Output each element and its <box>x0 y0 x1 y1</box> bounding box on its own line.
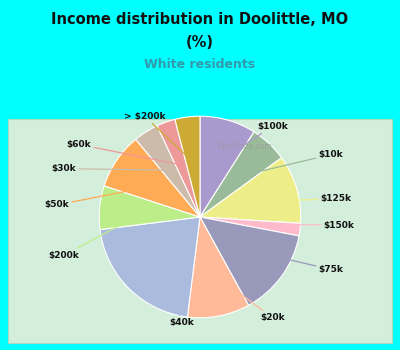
Text: City-Data.com: City-Data.com <box>218 142 273 151</box>
Text: $125k: $125k <box>256 194 352 203</box>
Wedge shape <box>99 186 200 230</box>
Wedge shape <box>187 217 248 318</box>
Text: $20k: $20k <box>213 273 285 322</box>
Wedge shape <box>200 217 301 236</box>
Text: $100k: $100k <box>218 122 288 162</box>
Text: (%): (%) <box>186 35 214 50</box>
Wedge shape <box>200 158 301 223</box>
Text: Income distribution in Doolittle, MO: Income distribution in Doolittle, MO <box>52 12 348 27</box>
Text: $50k: $50k <box>44 186 152 209</box>
Text: $75k: $75k <box>248 250 344 274</box>
Wedge shape <box>200 217 299 305</box>
Wedge shape <box>175 116 200 217</box>
Wedge shape <box>200 116 254 217</box>
Wedge shape <box>200 132 282 217</box>
Wedge shape <box>100 217 200 317</box>
Text: $30k: $30k <box>52 164 168 173</box>
Text: $60k: $60k <box>67 140 178 164</box>
Text: > $200k: > $200k <box>124 112 191 160</box>
Wedge shape <box>136 126 200 217</box>
Text: White residents: White residents <box>144 58 256 71</box>
Wedge shape <box>104 139 200 217</box>
Wedge shape <box>157 119 200 217</box>
Text: $150k: $150k <box>258 220 354 230</box>
Text: $200k: $200k <box>48 213 142 260</box>
Text: $10k: $10k <box>241 150 343 176</box>
Text: $40k: $40k <box>162 259 194 327</box>
